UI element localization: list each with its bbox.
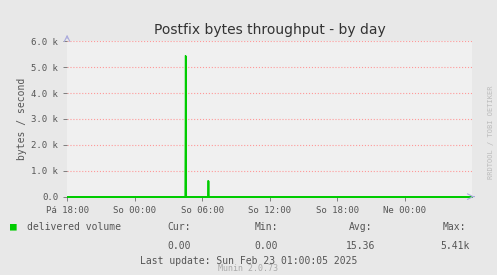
Text: 0.00: 0.00 bbox=[254, 241, 278, 251]
Text: ■: ■ bbox=[10, 222, 17, 232]
Text: Avg:: Avg: bbox=[348, 222, 372, 232]
Text: delivered volume: delivered volume bbox=[27, 222, 121, 232]
Text: Max:: Max: bbox=[443, 222, 467, 232]
Text: Munin 2.0.73: Munin 2.0.73 bbox=[219, 264, 278, 273]
Title: Postfix bytes throughput - by day: Postfix bytes throughput - by day bbox=[154, 23, 386, 37]
Text: 5.41k: 5.41k bbox=[440, 241, 470, 251]
Text: Last update: Sun Feb 23 01:00:05 2025: Last update: Sun Feb 23 01:00:05 2025 bbox=[140, 256, 357, 266]
Text: Min:: Min: bbox=[254, 222, 278, 232]
Text: Cur:: Cur: bbox=[167, 222, 191, 232]
Text: 15.36: 15.36 bbox=[345, 241, 375, 251]
Y-axis label: bytes / second: bytes / second bbox=[17, 78, 27, 160]
Text: 0.00: 0.00 bbox=[167, 241, 191, 251]
Text: RRDTOOL / TOBI OETIKER: RRDTOOL / TOBI OETIKER bbox=[488, 85, 494, 179]
